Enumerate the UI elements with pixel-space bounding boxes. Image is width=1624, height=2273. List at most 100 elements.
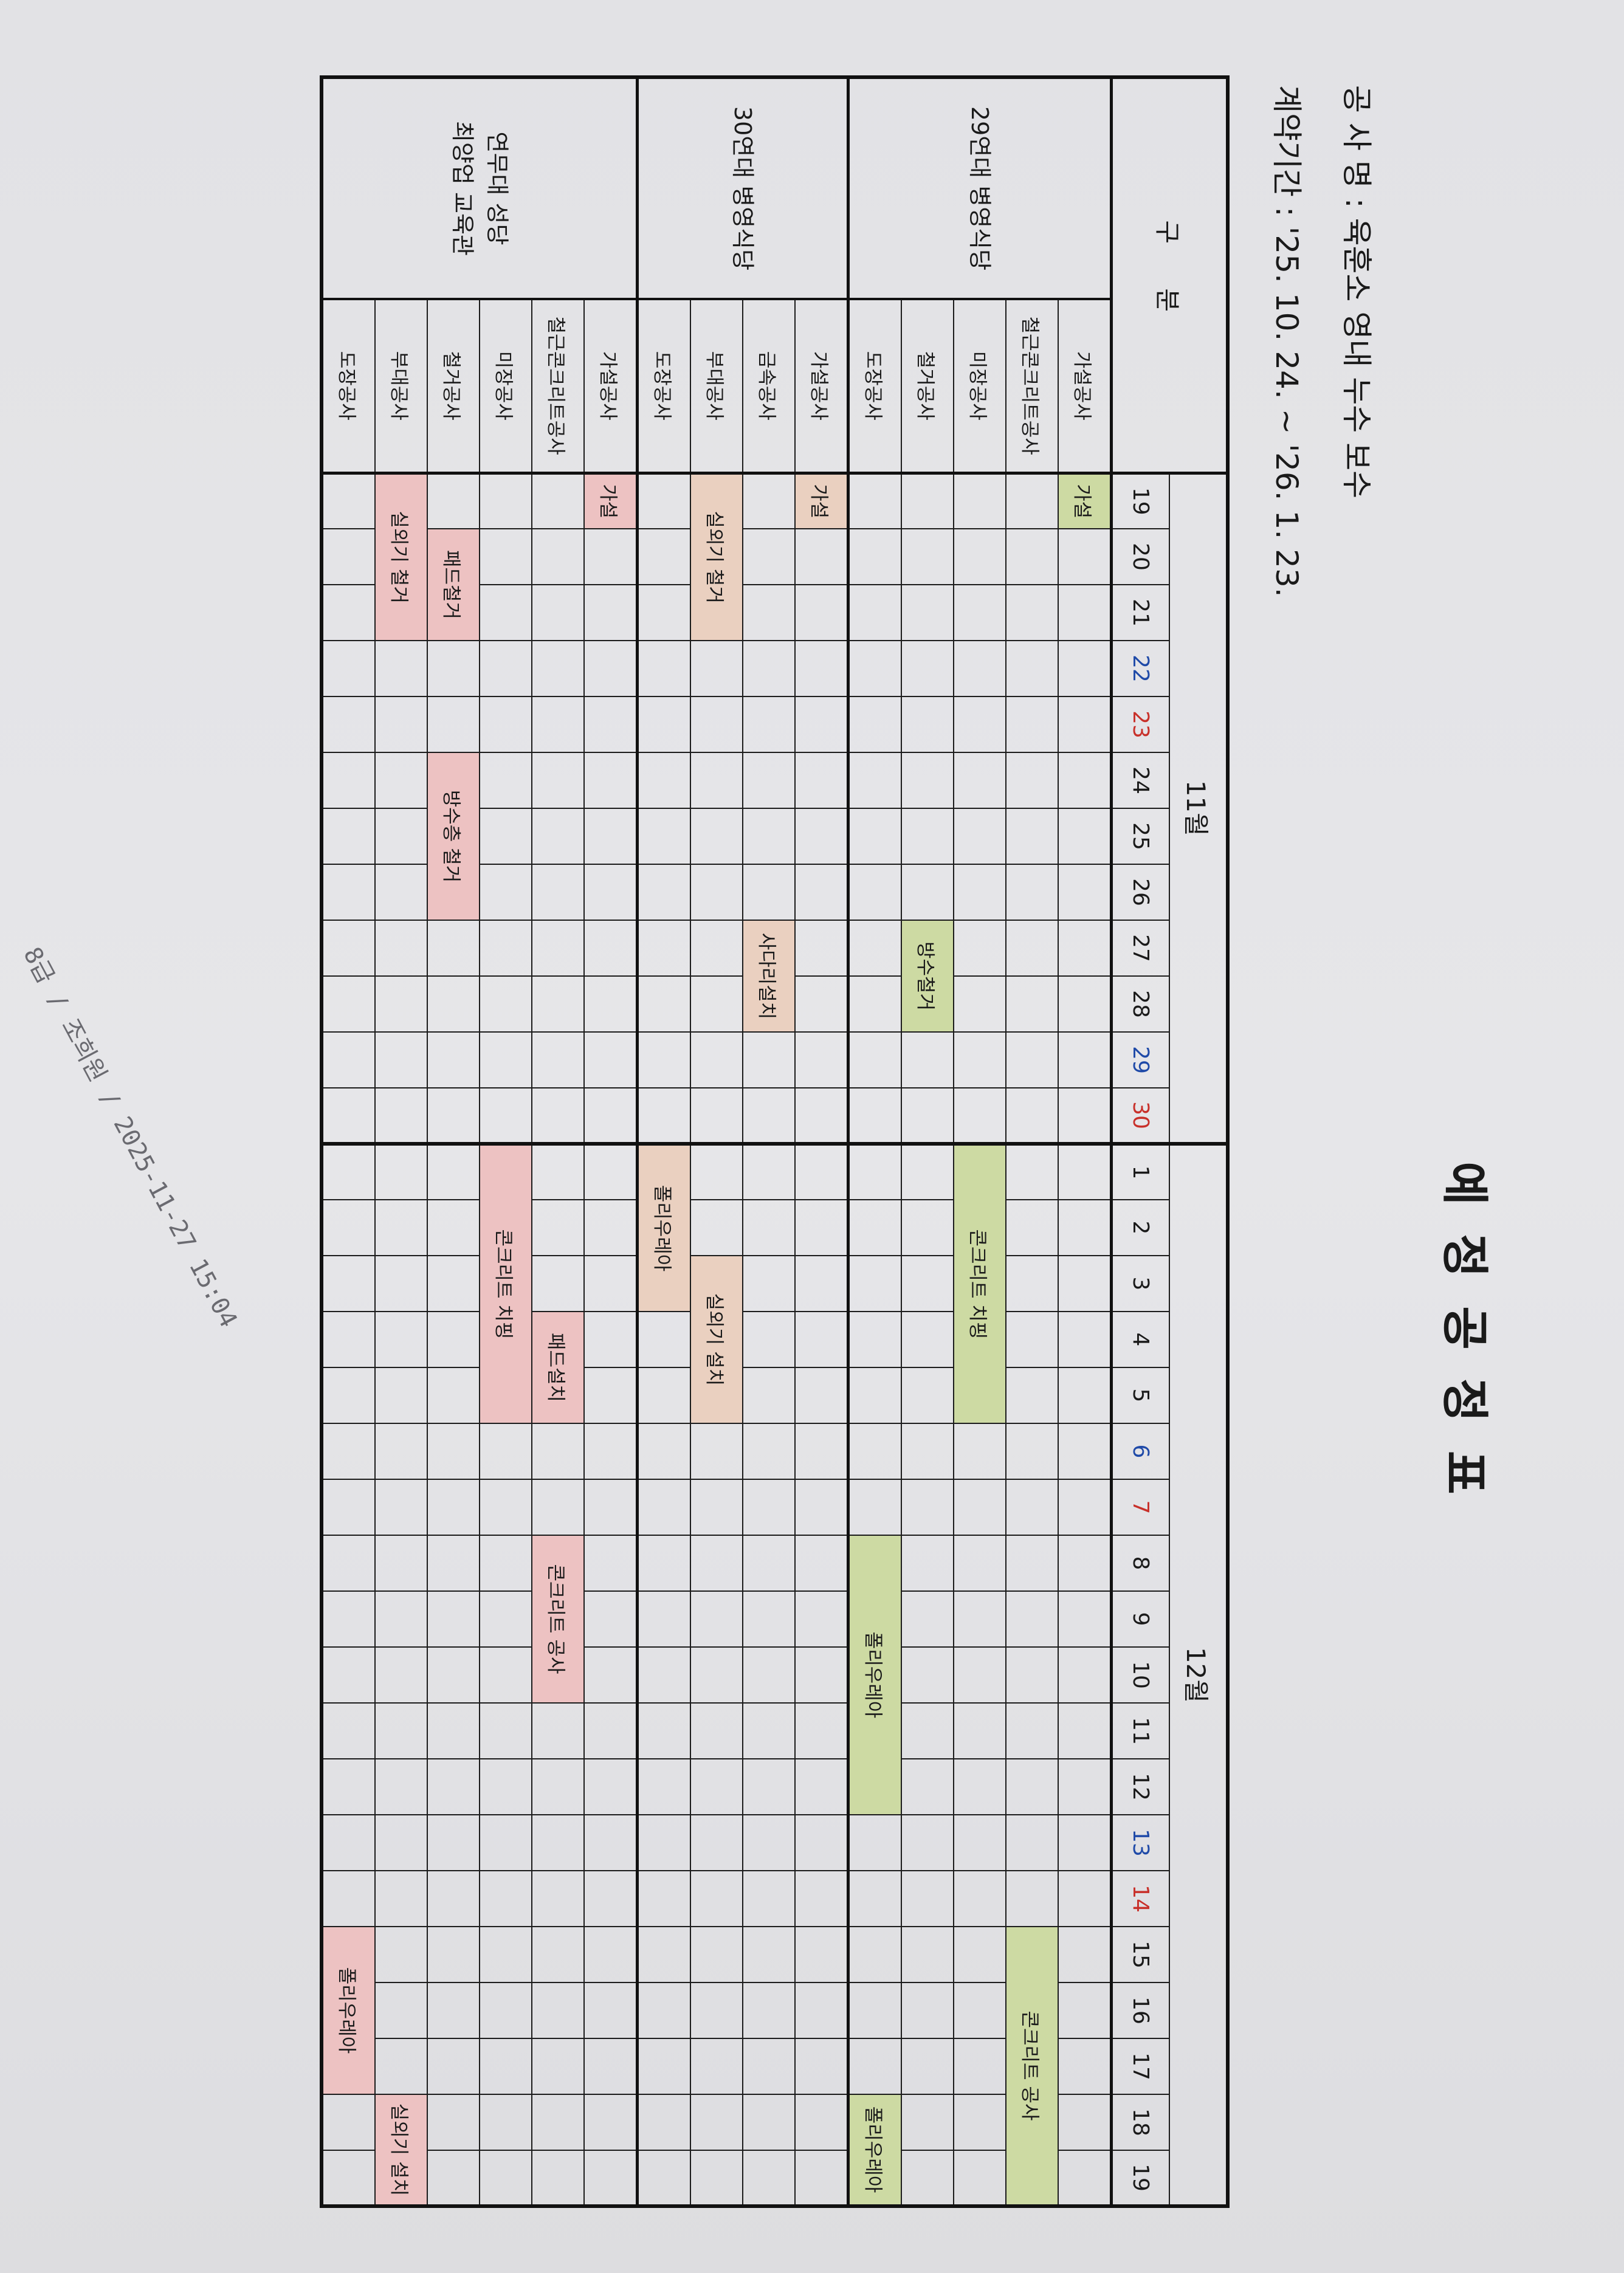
work-type-label: 도장공사 <box>637 299 690 473</box>
empty-day-cell <box>901 1535 954 1591</box>
empty-day-cell <box>1058 1815 1112 1871</box>
empty-day-cell <box>690 1032 743 1088</box>
empty-day-cell <box>1006 1423 1058 1479</box>
empty-day-cell <box>584 529 638 585</box>
empty-day-cell <box>848 1871 901 1927</box>
empty-day-cell <box>1058 1591 1112 1647</box>
empty-day-cell <box>795 1367 848 1423</box>
empty-day-cell <box>795 1703 848 1759</box>
group-name-line: 연무대 성당 <box>484 131 511 246</box>
empty-day-cell <box>795 585 848 641</box>
schedule-bar: 패드설치 <box>532 1312 584 1423</box>
empty-day-cell <box>743 1647 795 1703</box>
empty-day-cell <box>584 1144 638 1200</box>
empty-day-cell <box>584 1200 638 1256</box>
empty-day-cell <box>743 1927 795 1982</box>
empty-day-cell <box>954 1982 1006 2038</box>
empty-day-cell <box>743 473 795 529</box>
work-type-label: 금속공사 <box>743 299 795 473</box>
work-type-label: 도장공사 <box>322 299 375 473</box>
day-header: 12 <box>1111 1759 1169 1815</box>
empty-day-cell <box>427 1703 480 1759</box>
empty-day-cell <box>375 1759 427 1815</box>
day-header: 11 <box>1111 1703 1169 1759</box>
schedule-bar: 실외기 철거 <box>375 473 427 641</box>
empty-day-cell <box>954 1871 1006 1927</box>
day-header: 14 <box>1111 1871 1169 1927</box>
empty-day-cell <box>1006 1088 1058 1144</box>
empty-day-cell <box>901 1815 954 1871</box>
empty-day-cell <box>743 585 795 641</box>
empty-day-cell <box>901 585 954 641</box>
empty-day-cell <box>1006 1591 1058 1647</box>
empty-day-cell <box>848 1815 901 1871</box>
empty-day-cell <box>690 1423 743 1479</box>
empty-day-cell <box>322 1591 375 1647</box>
day-header: 18 <box>1111 2094 1169 2150</box>
work-type-label: 가설공사 <box>584 299 638 473</box>
empty-day-cell <box>954 1759 1006 1815</box>
day-header: 6 <box>1111 1423 1169 1479</box>
empty-day-cell <box>1058 1759 1112 1815</box>
empty-day-cell <box>584 585 638 641</box>
group-name-line: 29연대 병영식당 <box>966 106 994 271</box>
empty-day-cell <box>480 1032 532 1088</box>
empty-day-cell <box>637 2094 690 2150</box>
empty-day-cell <box>480 641 532 696</box>
empty-day-cell <box>480 1759 532 1815</box>
empty-day-cell <box>954 529 1006 585</box>
empty-day-cell <box>584 2150 638 2206</box>
empty-day-cell <box>690 1982 743 2038</box>
empty-day-cell <box>480 2094 532 2150</box>
empty-day-cell <box>743 1703 795 1759</box>
empty-day-cell <box>848 976 901 1032</box>
empty-day-cell <box>637 976 690 1032</box>
day-header: 17 <box>1111 2038 1169 2094</box>
empty-day-cell <box>322 752 375 808</box>
empty-day-cell <box>427 696 480 752</box>
empty-day-cell <box>584 2038 638 2094</box>
empty-day-cell <box>532 1032 584 1088</box>
project-name-line: 공 사 명 : 육훈소 영내 누수 보수 <box>1339 85 1374 499</box>
empty-day-cell <box>637 2038 690 2094</box>
empty-day-cell <box>637 1759 690 1815</box>
empty-day-cell <box>322 1423 375 1479</box>
empty-day-cell <box>427 976 480 1032</box>
empty-day-cell <box>532 473 584 529</box>
empty-day-cell <box>480 808 532 864</box>
empty-day-cell <box>690 1647 743 1703</box>
empty-day-cell <box>480 1927 532 1982</box>
empty-day-cell <box>848 1144 901 1200</box>
empty-day-cell <box>375 1815 427 1871</box>
empty-day-cell <box>480 696 532 752</box>
empty-day-cell <box>532 1088 584 1144</box>
empty-day-cell <box>743 2094 795 2150</box>
empty-day-cell <box>743 2150 795 2206</box>
empty-day-cell <box>1006 585 1058 641</box>
empty-day-cell <box>637 1927 690 1982</box>
table-row: 철근콘크리트공사 콘크리트 공사 <box>1006 77 1058 2206</box>
empty-day-cell <box>743 1423 795 1479</box>
empty-day-cell <box>322 641 375 696</box>
empty-day-cell <box>743 1815 795 1871</box>
empty-day-cell <box>901 1871 954 1927</box>
day-header: 16 <box>1111 1982 1169 2038</box>
day-header: 19 <box>1111 2150 1169 2206</box>
empty-day-cell <box>637 641 690 696</box>
empty-day-cell <box>322 1815 375 1871</box>
empty-day-cell <box>637 1479 690 1535</box>
empty-day-cell <box>480 2038 532 2094</box>
empty-day-cell <box>1006 1032 1058 1088</box>
empty-day-cell <box>427 2150 480 2206</box>
empty-day-cell <box>795 1982 848 2038</box>
empty-day-cell <box>743 864 795 920</box>
empty-day-cell <box>375 1871 427 1927</box>
empty-day-cell <box>584 2094 638 2150</box>
empty-day-cell <box>375 1647 427 1703</box>
empty-day-cell <box>1058 1982 1112 2038</box>
empty-day-cell <box>690 752 743 808</box>
empty-day-cell <box>1058 1088 1112 1144</box>
empty-day-cell <box>1006 1479 1058 1535</box>
empty-day-cell <box>637 1312 690 1367</box>
empty-day-cell <box>901 864 954 920</box>
